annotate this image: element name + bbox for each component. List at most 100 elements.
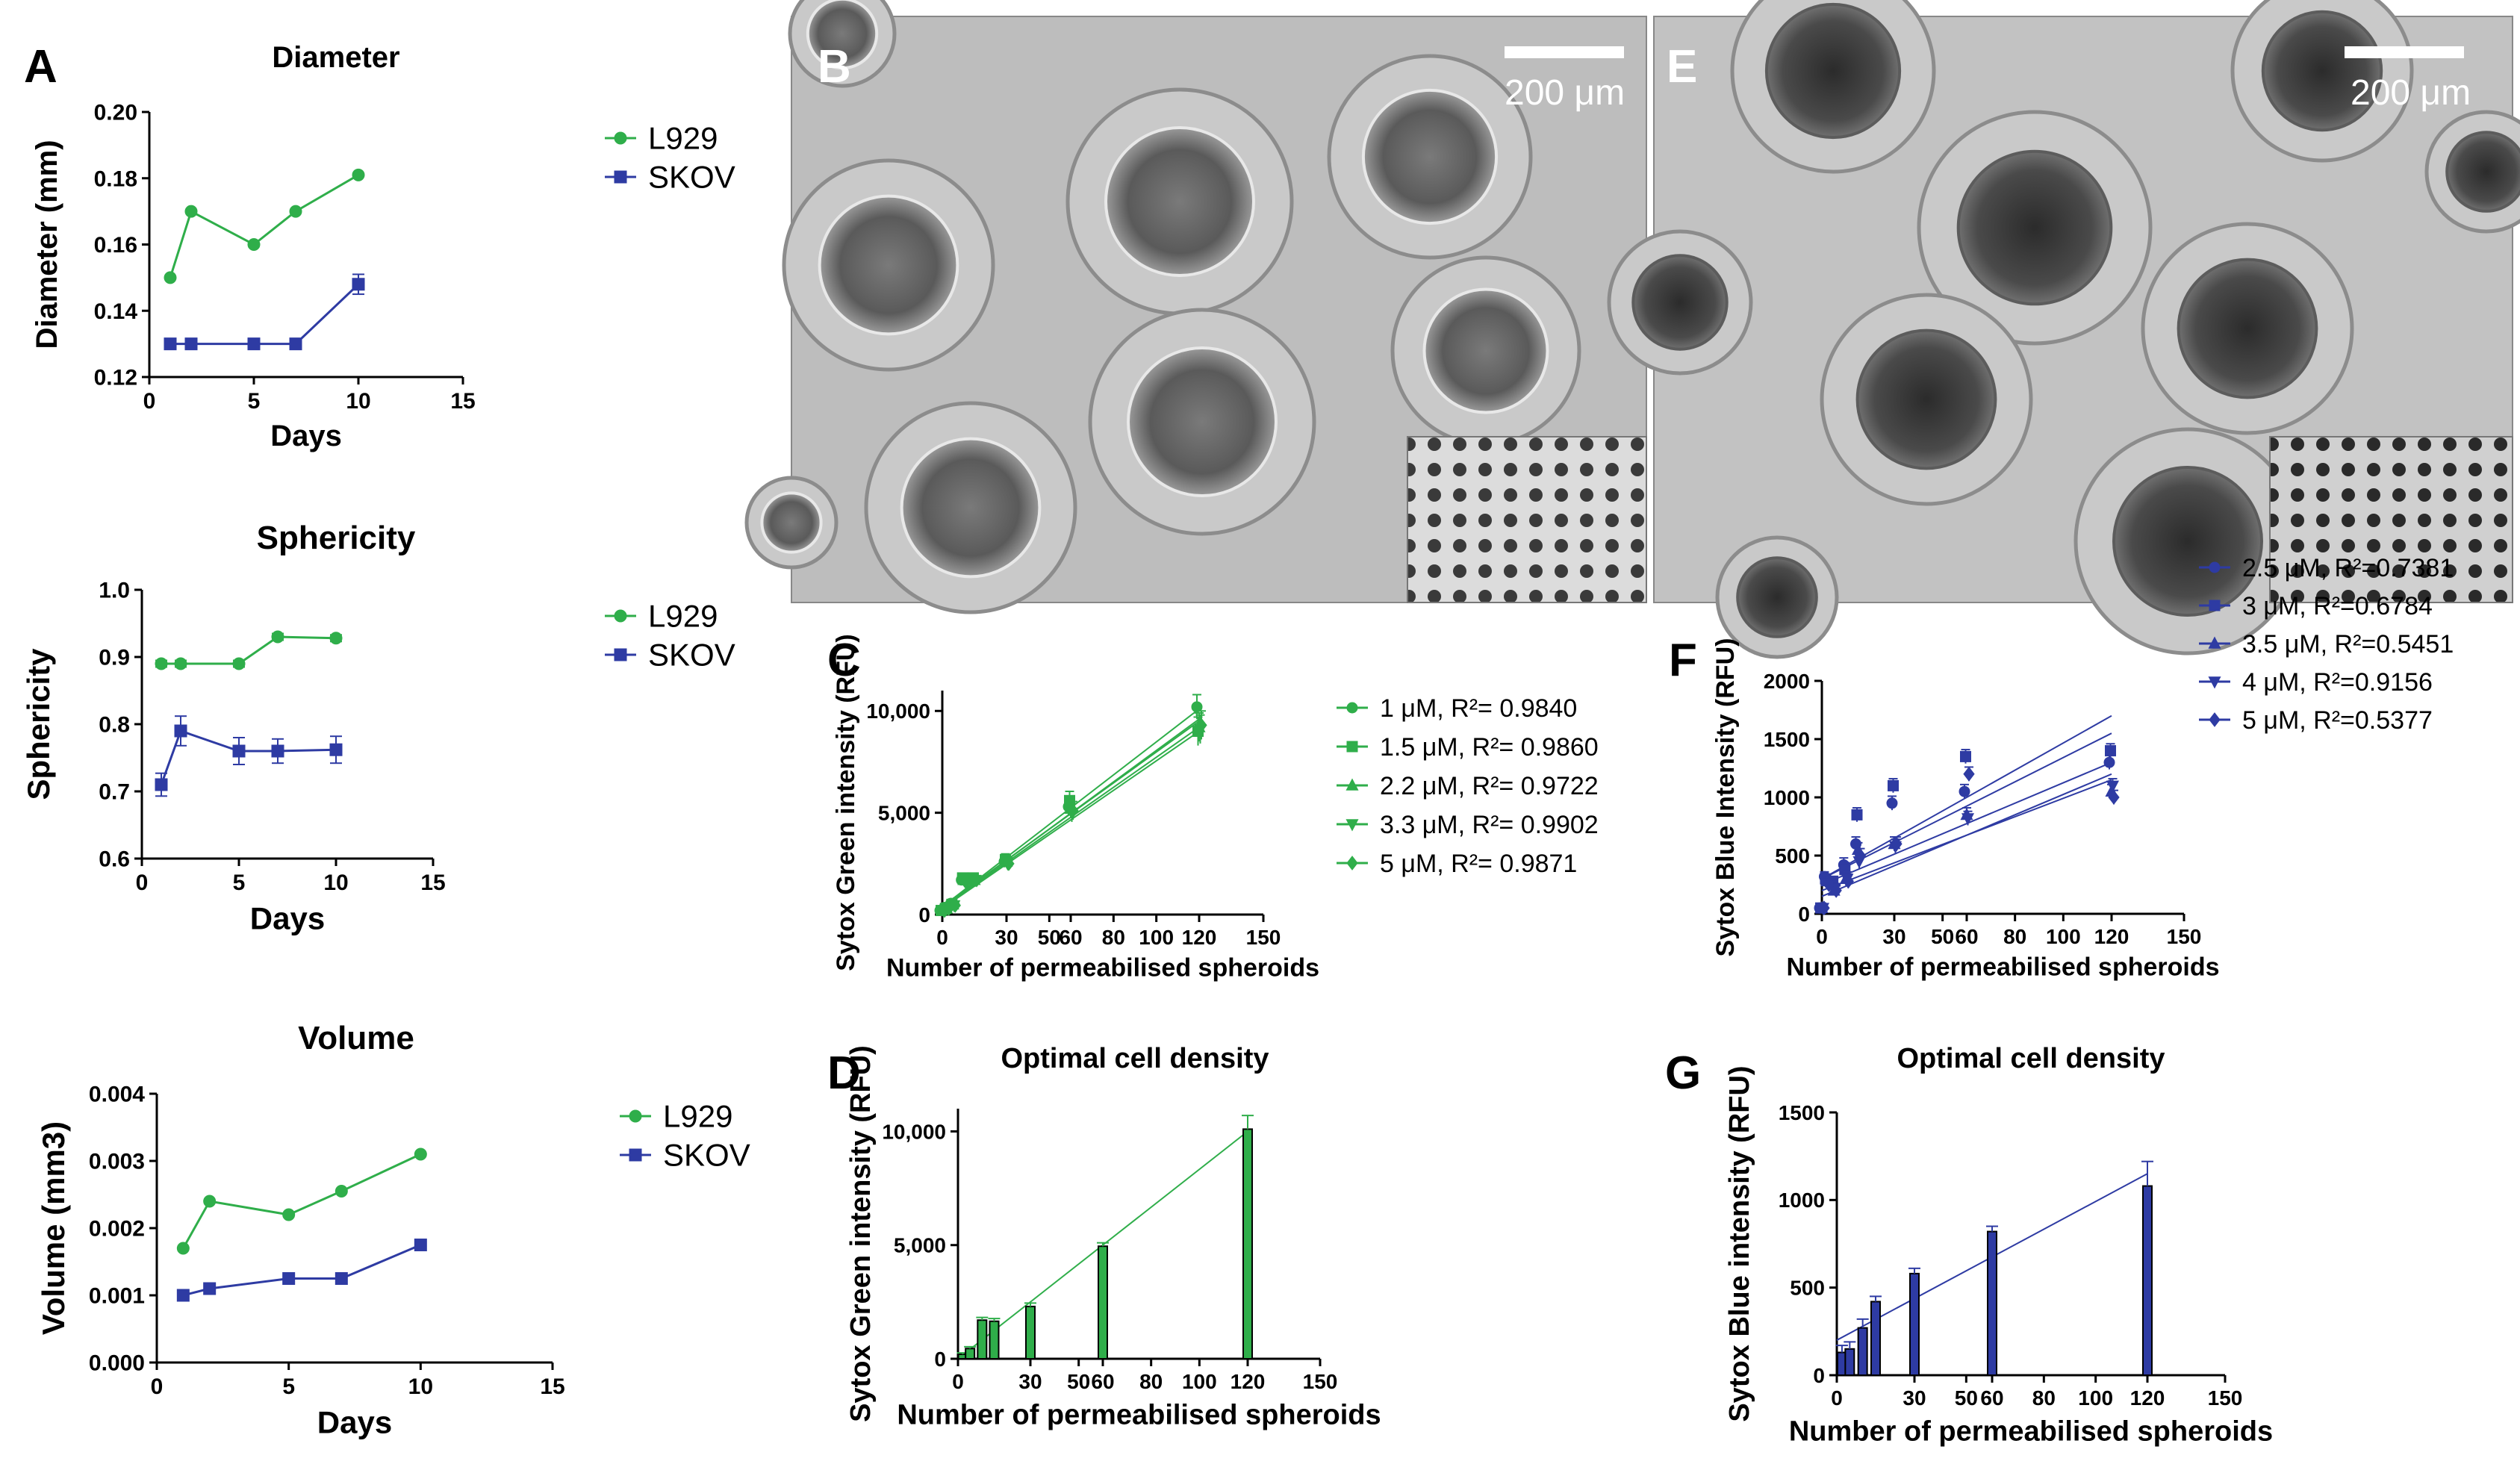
y-tick-label: 0.002 [89, 1217, 145, 1242]
fit-line [1821, 732, 2112, 880]
legend-marker [2208, 636, 2221, 649]
legend-label: SKOV [648, 638, 735, 673]
x-tick-label: 60 [1980, 1386, 2003, 1410]
x-axis-label: Number of permeabilised spheroids [1789, 1416, 2273, 1448]
y-tick-label: 0.001 [89, 1284, 145, 1309]
y-tick-label: 5,000 [894, 1234, 946, 1257]
y-axis-label: Sytox Blue Intensity (RFU) [1711, 638, 1740, 957]
data-point [289, 205, 302, 218]
panel-letter-d: D [827, 1047, 861, 1099]
spheroid [2261, 10, 2383, 132]
spheroid [1764, 2, 1902, 140]
x-tick-label: 60 [1955, 925, 1978, 948]
x-tick-label: 50 [1038, 926, 1061, 949]
legend: 2.5 μM, R²=0.7381 3 μM, R²=0.6784 3.5 μM, … [2199, 554, 2454, 735]
y-tick-label: 0.000 [89, 1351, 145, 1376]
data-point [203, 1195, 217, 1208]
x-tick-label: 50 [1931, 925, 1954, 948]
legend-label: 4 μM, R²=0.9156 [2242, 668, 2433, 697]
chart-title: Optimal cell density [1897, 1043, 2165, 1074]
legend-marker [2209, 561, 2221, 573]
x-tick-label: 15 [540, 1374, 564, 1399]
bar [1987, 1230, 1997, 1377]
x-tick-label: 50 [1067, 1370, 1090, 1393]
bar [1844, 1348, 1855, 1377]
panel-letter-f: F [1669, 635, 1697, 686]
y-tick-label: 0.6 [99, 847, 130, 872]
legend-marker [614, 131, 627, 145]
scale-bar-label-b: 200 μm [1505, 73, 1625, 113]
data-point [1886, 797, 1898, 809]
data-point [335, 1185, 348, 1198]
data-point [1960, 750, 1971, 762]
spheroid [1104, 126, 1255, 277]
y-tick-label: 0 [934, 1348, 946, 1371]
legend-label: L929 [663, 1099, 732, 1134]
x-tick-label: 120 [1231, 1370, 1266, 1393]
spheroid [1956, 149, 2113, 306]
data-point [247, 337, 261, 351]
data-point [1830, 882, 1842, 898]
data-point [176, 1289, 190, 1302]
spheroid [1631, 254, 1729, 351]
series-l929 [155, 630, 343, 670]
photo-e: E 200 μm [1607, 0, 2520, 659]
data-point [1854, 848, 1867, 863]
legend-marker [1346, 856, 1358, 871]
bar [1242, 1128, 1253, 1360]
legend-label: 1.5 μM, R²= 0.9860 [1380, 733, 1599, 762]
legend-label: 5 μM, R²=0.5377 [2242, 706, 2433, 735]
y-tick-label: 0.7 [99, 780, 130, 805]
bar [1025, 1305, 1036, 1360]
y-tick-label: 0.003 [89, 1150, 145, 1174]
data-point [271, 630, 284, 644]
data-point [282, 1272, 296, 1285]
legend-label: 3 μM, R²=0.6784 [2242, 592, 2433, 620]
y-axis-label: Sytox Green intensity (RFU) [845, 1045, 877, 1422]
x-tick-label: 10 [346, 389, 370, 414]
series-skov [164, 273, 365, 351]
x-tick-label: 120 [1182, 926, 1217, 949]
data-point [2105, 745, 2116, 757]
data-point [1891, 836, 1903, 852]
series-line [161, 635, 337, 665]
data-point [1888, 779, 1899, 791]
panel-letter-b: B [818, 41, 851, 93]
legend: L929 SKOV [605, 121, 735, 195]
x-tick-label: 30 [995, 926, 1018, 949]
y-tick-label: 500 [1775, 844, 1810, 868]
legend-label: 5 μM, R²= 0.9871 [1380, 850, 1577, 878]
x-tick-label: 15 [420, 871, 445, 895]
series-line [182, 1244, 421, 1297]
x-tick-label: 0 [151, 1374, 164, 1399]
chart-title: Diameter [272, 41, 399, 74]
data-point [164, 337, 177, 351]
y-tick-label: 1000 [1779, 1189, 1825, 1212]
data-point [247, 238, 261, 251]
spheroid [1855, 328, 1997, 470]
scale-bar-b [1505, 46, 1624, 58]
panel-letter-a: A [24, 41, 57, 93]
y-tick-label: 0.8 [99, 713, 130, 738]
chart-a3: Volume 0.000 0.001 0.002 0.003 0.004 0 5 10 15 Day… [36, 1020, 750, 1440]
data-point [184, 337, 198, 351]
y-tick-label: 1.0 [99, 579, 130, 603]
spheroid [1736, 556, 1818, 638]
x-tick-label: 30 [1882, 925, 1905, 948]
data-point [1195, 717, 1207, 733]
x-axis-label: Days [270, 420, 342, 452]
series-line [182, 1153, 421, 1249]
scale-bar-label-e: 200 μm [2351, 73, 2471, 113]
y-tick-label: 0.12 [94, 366, 137, 390]
data-point [949, 897, 961, 913]
bar [1857, 1327, 1868, 1377]
series-5 [939, 710, 1207, 918]
legend-label: L929 [648, 121, 718, 156]
y-tick-label: 0.14 [94, 299, 138, 324]
y-tick-label: 0 [1798, 903, 1810, 926]
x-tick-label: 10 [323, 871, 348, 895]
bar [1098, 1245, 1108, 1360]
x-tick-label: 60 [1091, 1370, 1114, 1393]
y-axis-label: Sytox Blue intensity (RFU) [1724, 1065, 1755, 1421]
y-tick-label: 0.9 [99, 646, 130, 670]
